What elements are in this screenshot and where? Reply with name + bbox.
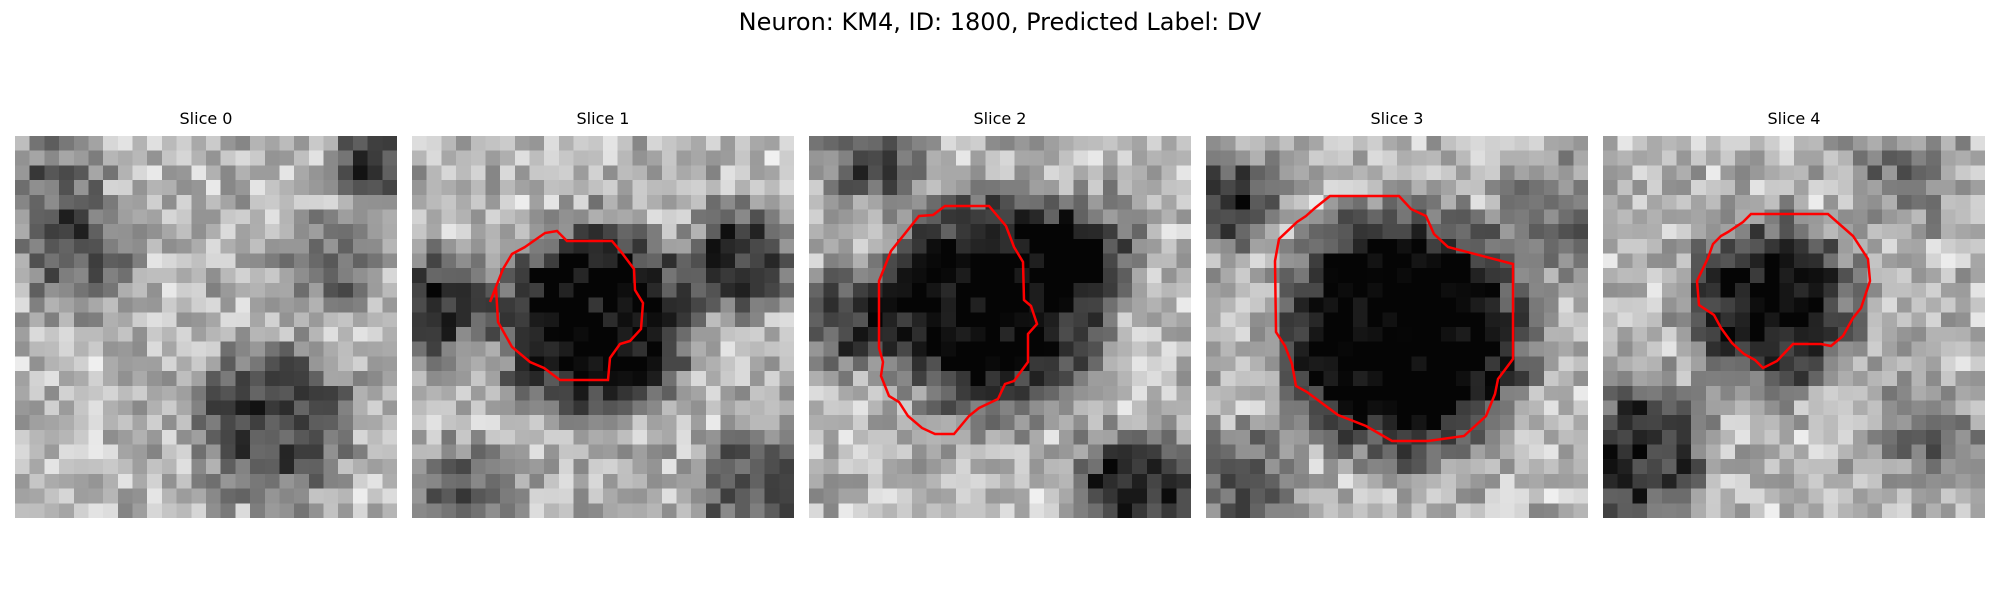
neuron-contour <box>1695 212 1872 370</box>
slice-image <box>412 136 794 518</box>
slice-panel-4: Slice 4 <box>1603 108 1985 518</box>
slice-image <box>1206 136 1588 518</box>
slice-title: Slice 1 <box>576 109 630 128</box>
slice-pixels <box>1206 136 1588 518</box>
slice-image <box>15 136 397 518</box>
slice-pixels <box>809 136 1191 518</box>
slice-panel-1: Slice 1 <box>412 108 794 518</box>
slice-pixels <box>412 136 794 518</box>
neuron-contour <box>1273 194 1515 443</box>
slice-pixels <box>1603 136 1985 518</box>
neuron-contour <box>488 229 645 382</box>
slice-title: Slice 3 <box>1370 109 1424 128</box>
slice-image <box>809 136 1191 518</box>
neuron-contour-overlay <box>1695 212 1872 370</box>
slice-title: Slice 4 <box>1767 109 1821 128</box>
slice-image <box>1603 136 1985 518</box>
neuron-contour-overlay <box>488 229 645 382</box>
neuron-contour-overlay <box>877 204 1039 436</box>
slice-pixels <box>15 136 397 518</box>
slice-panel-2: Slice 2 <box>809 108 1191 518</box>
figure-title: Neuron: KM4, ID: 1800, Predicted Label: … <box>738 8 1262 36</box>
slice-panel-3: Slice 3 <box>1206 108 1588 518</box>
slice-panel-0: Slice 0 <box>15 108 397 518</box>
neuron-contour-overlay <box>1273 194 1515 443</box>
slice-title: Slice 0 <box>179 109 233 128</box>
neuron-contour <box>877 204 1039 436</box>
slice-title: Slice 2 <box>973 109 1027 128</box>
